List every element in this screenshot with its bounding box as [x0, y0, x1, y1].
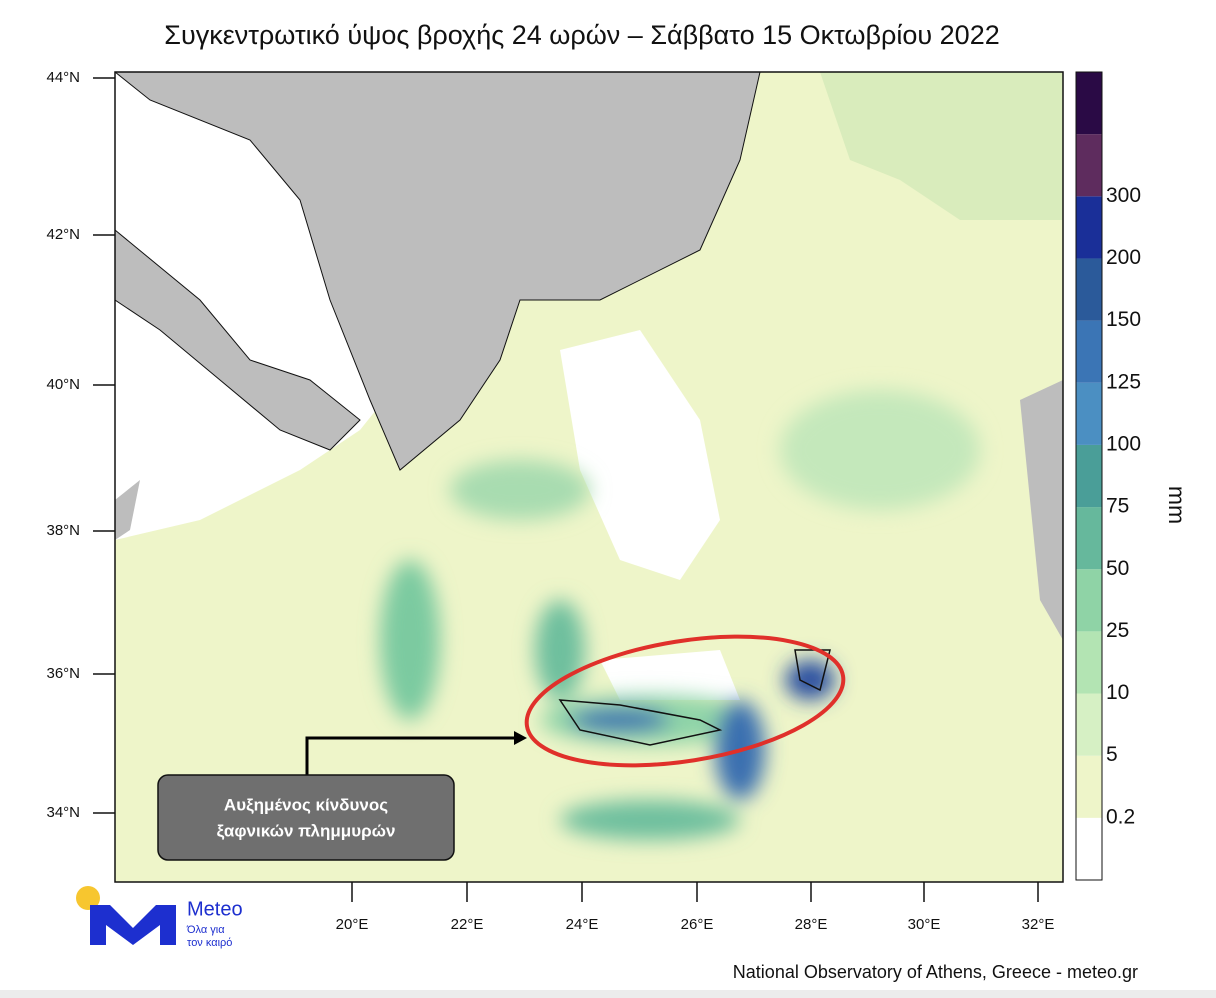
colorbar-segment — [1076, 134, 1102, 197]
colorbar-label: 25 — [1106, 619, 1129, 642]
lat-label: 44°N — [46, 69, 80, 86]
colorbar-unit: mm — [1164, 486, 1190, 524]
colorbar-segment — [1076, 196, 1102, 259]
annotation-line: Αυξημένος κίνδυνος — [224, 795, 388, 814]
colorbar-segment — [1076, 320, 1102, 383]
lat-label: 34°N — [46, 804, 80, 821]
colorbar-label: 10 — [1106, 681, 1129, 704]
lon-label: 30°E — [908, 916, 941, 933]
colorbar-segment — [1076, 382, 1102, 445]
colorbar-segment — [1076, 631, 1102, 694]
bottom-bar — [0, 990, 1216, 998]
colorbar-segment — [1076, 755, 1102, 818]
colorbar-segment — [1076, 258, 1102, 321]
logo-name: Meteo — [187, 898, 243, 920]
title: Συγκεντρωτικό ύψος βροχής 24 ωρών – Σάββ… — [164, 20, 999, 50]
colorbar-segment — [1076, 72, 1102, 135]
lat-label: 42°N — [46, 226, 80, 243]
lon-label: 32°E — [1022, 916, 1055, 933]
colorbar-label: 100 — [1106, 432, 1141, 455]
lon-label: 20°E — [336, 916, 369, 933]
colorbar-label: 50 — [1106, 557, 1129, 580]
colorbar-label: 125 — [1106, 370, 1141, 393]
colorbar-label: 5 — [1106, 743, 1118, 766]
logo-tagline: Όλα για — [186, 924, 225, 936]
colorbar-label: 150 — [1106, 308, 1141, 331]
lat-label: 38°N — [46, 522, 80, 539]
annotation-line: ξαφνικών πλημμυρών — [217, 821, 396, 840]
logo-mark — [90, 905, 176, 945]
colorbar-label: 0.2 — [1106, 805, 1135, 828]
colorbar: 0.2 5 10 25 50 75 100 125 150 200 300 — [1075, 71, 1141, 881]
logo-sun — [76, 886, 100, 910]
lon-label: 22°E — [451, 916, 484, 933]
lon-label: 24°E — [566, 916, 599, 933]
colorbar-segment — [1076, 507, 1102, 570]
logo-tagline: τον καιρό — [187, 937, 232, 949]
footer-credit: National Observatory of Athens, Greece -… — [733, 962, 1138, 982]
colorbar-segment — [1076, 569, 1102, 632]
colorbar-label: 75 — [1106, 495, 1129, 518]
colorbar-segment — [1076, 693, 1102, 756]
colorbar-frame — [1075, 71, 1103, 881]
lat-label: 36°N — [46, 665, 80, 682]
colorbar-label: 300 — [1106, 184, 1141, 207]
colorbar-segment — [1076, 817, 1102, 880]
lon-label: 28°E — [795, 916, 828, 933]
lat-label: 40°N — [46, 376, 80, 393]
colorbar-label: 200 — [1106, 246, 1141, 269]
colorbar-segment — [1076, 444, 1102, 508]
lon-label: 26°E — [681, 916, 714, 933]
map — [115, 72, 1063, 882]
